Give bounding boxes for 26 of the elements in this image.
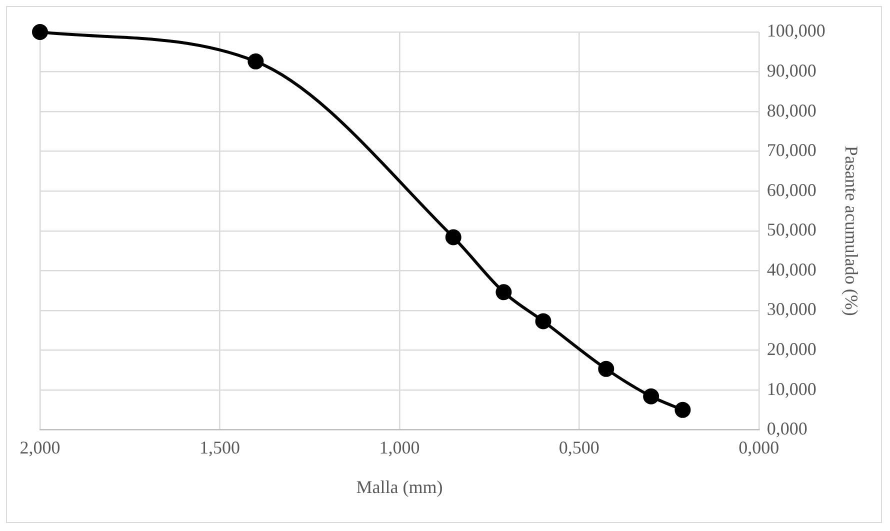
y-tick-label: 40,000 <box>766 259 816 280</box>
y-tick-label: 100,000 <box>766 20 826 41</box>
point <box>535 313 552 330</box>
point <box>674 402 691 418</box>
y-tick-label: 90,000 <box>766 60 816 81</box>
y-tick-label: 70,000 <box>766 140 816 160</box>
y-tick-label: 50,000 <box>766 220 816 240</box>
x-tick-label: 1,500 <box>199 437 240 458</box>
point <box>32 24 48 40</box>
x-axis-title: Malla (mm) <box>356 476 443 497</box>
point <box>643 388 660 404</box>
y-tick-label: 10,000 <box>766 378 816 399</box>
y-tick-label: 80,000 <box>766 100 816 120</box>
y-tick-label: 0,000 <box>766 418 808 439</box>
x-tick-label: 1,000 <box>379 437 420 458</box>
y-tick-label: 60,000 <box>766 180 816 200</box>
point <box>598 360 614 377</box>
point <box>248 53 264 70</box>
x-tick-label: 2,000 <box>20 437 60 458</box>
y-axis-title: Pasante acumulado (%) <box>841 146 862 316</box>
y-tick-label: 20,000 <box>766 338 816 359</box>
y-tick-label: 30,000 <box>766 299 816 320</box>
point <box>496 284 512 300</box>
x-tick-label: 0,500 <box>558 437 600 458</box>
x-tick-label: 0,000 <box>738 437 780 458</box>
point <box>445 229 462 246</box>
